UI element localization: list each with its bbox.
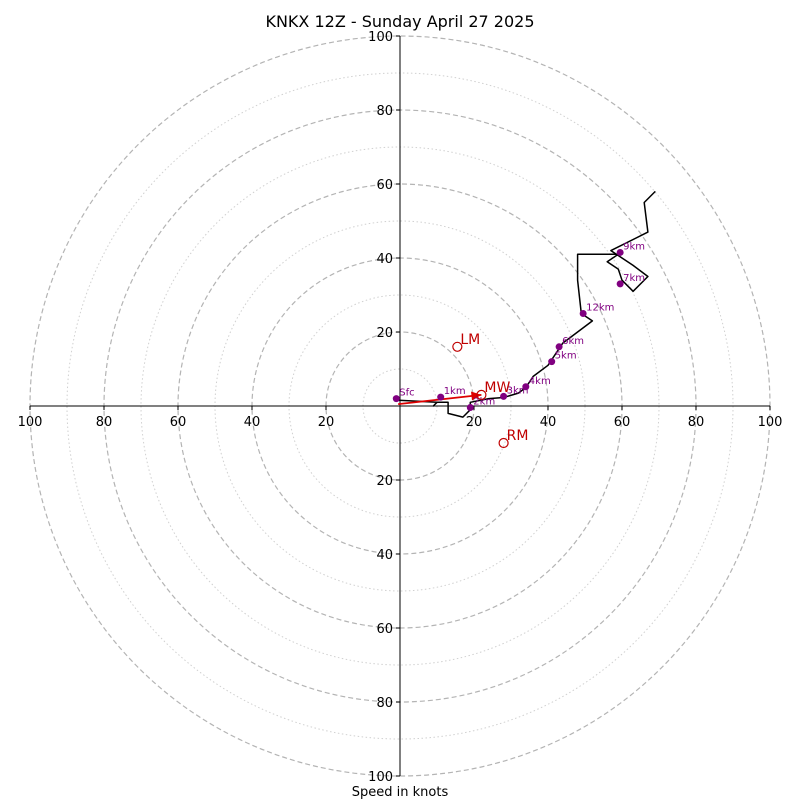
x-axis-label: Speed in knots <box>352 785 449 800</box>
motion-marker-lm <box>452 341 463 352</box>
level-marker-6km <box>555 343 563 351</box>
level-marker-3km <box>500 392 508 400</box>
motion-marker-mw <box>476 389 487 400</box>
level-marker-12km <box>579 310 587 317</box>
motion-marker-rm <box>498 437 509 449</box>
x-tick-left-40: 40 <box>244 415 261 430</box>
level-label-7km: 7km <box>623 273 645 284</box>
level-marker-sfc <box>392 395 400 403</box>
motion-label-rm: RM <box>507 428 529 444</box>
hodograph-trace-group <box>396 190 656 418</box>
level-label-3km: 3km <box>507 385 529 396</box>
tick-labels-group: 100 80 60 40 20 20 40 60 80 100 100 80 60 40 20 20 40 60 8… <box>18 30 783 785</box>
storm-motions-group: LM MW RM <box>452 332 529 449</box>
y-tick-top-20: 20 <box>376 326 393 341</box>
level-label-6km: 6km <box>562 336 584 347</box>
level-label-9km: 9km <box>623 241 645 252</box>
level-label-sfc: Sfc <box>399 388 414 399</box>
level-label-1km: 1km <box>444 386 466 397</box>
level-label-4km: 4km <box>529 376 551 387</box>
level-label-2km: 2km <box>473 396 495 407</box>
motion-label-mw: MW <box>484 380 510 396</box>
level-marker-1km <box>437 393 445 401</box>
y-tick-top-100: 100 <box>368 30 393 45</box>
y-tick-top-80: 80 <box>376 104 393 119</box>
axes-group <box>30 36 770 776</box>
level-marker-7km <box>616 280 624 288</box>
x-tick-left-100: 100 <box>18 415 43 430</box>
level-marker-4km <box>522 383 530 391</box>
y-tick-bottom-100: 100 <box>368 770 393 785</box>
x-tick-left-60: 60 <box>170 415 187 430</box>
level-label-5km: 5km <box>555 351 577 362</box>
y-tick-bottom-20: 20 <box>376 474 393 489</box>
x-tick-left-80: 80 <box>96 415 113 430</box>
mean-wind-arrow-head <box>471 391 482 401</box>
x-tick-right-20: 20 <box>466 415 483 430</box>
y-tick-bottom-60: 60 <box>376 622 393 637</box>
chart-title: KNKX 12Z - Sunday April 27 2025 <box>265 12 534 31</box>
x-tick-right-60: 60 <box>614 415 631 430</box>
level-marker-9km <box>616 248 624 256</box>
x-tick-right-100: 100 <box>758 415 783 430</box>
level-marker-5km <box>548 358 556 366</box>
motion-label-lm: LM <box>460 332 480 348</box>
level-label-12km: 12km <box>586 303 614 314</box>
level-marker-2km <box>466 403 474 411</box>
y-tick-top-60: 60 <box>376 178 393 193</box>
hodograph-trace <box>396 190 656 418</box>
y-tick-bottom-80: 80 <box>376 696 393 711</box>
y-tick-top-40: 40 <box>376 252 393 267</box>
x-tick-left-20: 20 <box>318 415 335 430</box>
x-tick-right-80: 80 <box>688 415 705 430</box>
x-tick-right-40: 40 <box>540 415 557 430</box>
y-tick-bottom-40: 40 <box>376 548 393 563</box>
